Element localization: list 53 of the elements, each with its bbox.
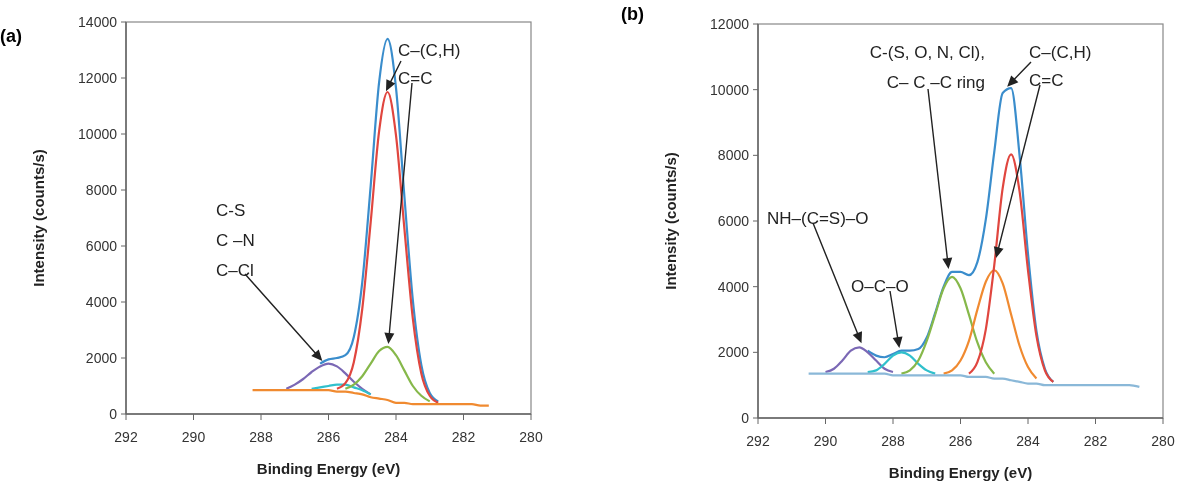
y-tick-label: 14000 — [78, 13, 118, 30]
annotation: C-(S, O, N, Cl), C– C –C ring — [869, 43, 985, 92]
x-tick-label: 292 — [746, 433, 770, 449]
x-axis-title: Binding Energy (eV) — [888, 464, 1033, 481]
annotation: C–(C,H) — [398, 41, 461, 60]
x-tick-label: 290 — [813, 433, 838, 449]
x-tick-label: 288 — [881, 433, 905, 449]
x-tick-label: 286 — [316, 429, 341, 445]
line-series — [310, 383, 372, 396]
y-tick-label: 0 — [109, 405, 118, 422]
y-tick-label: 12000 — [710, 15, 750, 32]
line-series — [866, 351, 937, 375]
x-tick-label: 282 — [1083, 433, 1108, 449]
annotation: C-S C –N C–Cl — [216, 201, 255, 280]
x-tick-label: 280 — [1151, 433, 1175, 449]
x-tick-label: 288 — [249, 429, 273, 445]
line-series — [285, 362, 372, 396]
y-tick-label: 6000 — [85, 237, 118, 254]
line-series — [335, 90, 440, 404]
y-tick-label: 8000 — [85, 181, 118, 198]
line-series — [824, 346, 895, 374]
annotation: C=C — [1029, 71, 1064, 90]
chart-title: (a) — [0, 26, 22, 46]
x-tick-label: 286 — [948, 433, 973, 449]
chart-title: (b) — [621, 4, 644, 24]
y-tick-label: 10000 — [78, 125, 118, 142]
line-series — [251, 389, 490, 407]
x-tick-label: 284 — [1016, 433, 1040, 449]
y-tick-label: 6000 — [717, 212, 750, 229]
y-tick-label: 12000 — [78, 69, 118, 86]
x-tick-label: 284 — [384, 429, 408, 445]
x-tick-label: 290 — [181, 429, 206, 445]
annotation: NH–(C=S)–O — [767, 209, 869, 228]
line-series — [942, 269, 1038, 380]
annotation: C–(C,H) — [1029, 43, 1092, 62]
y-axis-title: Intensity (counts/s) — [30, 149, 47, 287]
line-series — [344, 345, 431, 403]
x-tick-label: 280 — [519, 429, 543, 445]
y-tick-label: 4000 — [85, 293, 118, 310]
x-tick-label: 292 — [114, 429, 138, 445]
y-tick-label: 0 — [741, 409, 750, 426]
line-series — [967, 153, 1055, 383]
y-tick-label: 4000 — [717, 278, 750, 295]
line-series — [807, 372, 1141, 388]
x-tick-label: 282 — [451, 429, 476, 445]
y-tick-label: 8000 — [717, 147, 750, 164]
y-tick-label: 10000 — [710, 81, 750, 98]
annotation: O–C–O — [851, 277, 909, 296]
y-tick-label: 2000 — [85, 349, 118, 366]
x-axis-title: Binding Energy (eV) — [256, 460, 401, 477]
y-tick-label: 2000 — [717, 344, 750, 361]
y-axis-title: Intensity (counts/s) — [662, 152, 679, 290]
annotation: C=C — [398, 69, 433, 88]
